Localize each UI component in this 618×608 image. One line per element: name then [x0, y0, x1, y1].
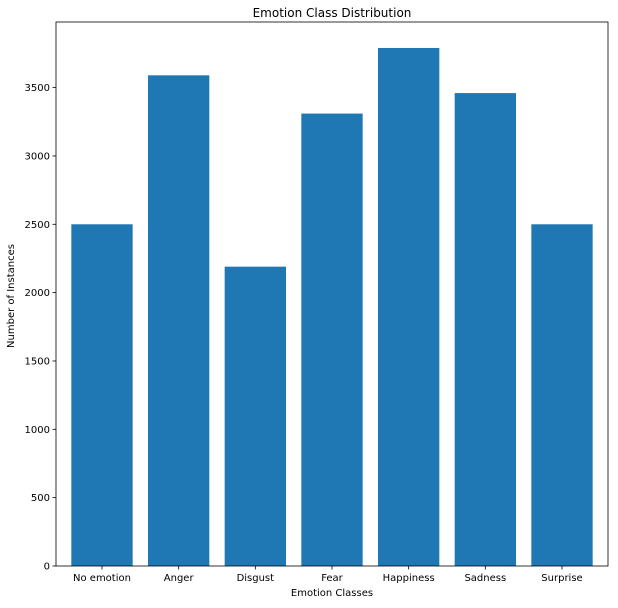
y-tick-label-4: 2000: [25, 288, 50, 299]
y-tick-label-1: 500: [31, 493, 50, 504]
bar-1: [148, 75, 210, 566]
x-tick-label-3: Fear: [321, 573, 343, 584]
x-axis-label: Emotion Classes: [291, 588, 373, 599]
y-tick-label-5: 2500: [25, 220, 50, 231]
y-ticks-group: 0 500 1000 1500 2000 2500 3000 3500: [25, 83, 56, 573]
bars-group: [71, 47, 593, 567]
x-ticks-group: No emotion Anger Disgust Fear Happiness Sadne…: [73, 566, 583, 584]
y-tick-label-7: 3500: [25, 83, 50, 94]
bar-5: [454, 93, 516, 566]
y-tick-label-0: 0: [44, 562, 50, 573]
x-tick-label-2: Disgust: [237, 573, 275, 584]
y-tick-label-2: 1000: [25, 425, 50, 436]
x-tick-label-5: Sadness: [464, 573, 506, 584]
bar-4: [378, 47, 440, 567]
x-tick-label-1: Anger: [164, 573, 195, 584]
x-tick-label-6: Surprise: [541, 573, 582, 584]
y-tick-label-6: 3000: [25, 151, 50, 162]
bar-3: [301, 113, 363, 566]
bar-2: [224, 266, 286, 566]
y-tick-label-3: 1500: [25, 356, 50, 367]
x-tick-label-4: Happiness: [383, 573, 435, 584]
chart-title: Emotion Class Distribution: [253, 6, 412, 20]
bar-6: [531, 224, 593, 567]
x-tick-label-0: No emotion: [73, 573, 131, 584]
bar-0: [71, 224, 133, 567]
y-axis-label: Number of Instances: [6, 244, 17, 348]
